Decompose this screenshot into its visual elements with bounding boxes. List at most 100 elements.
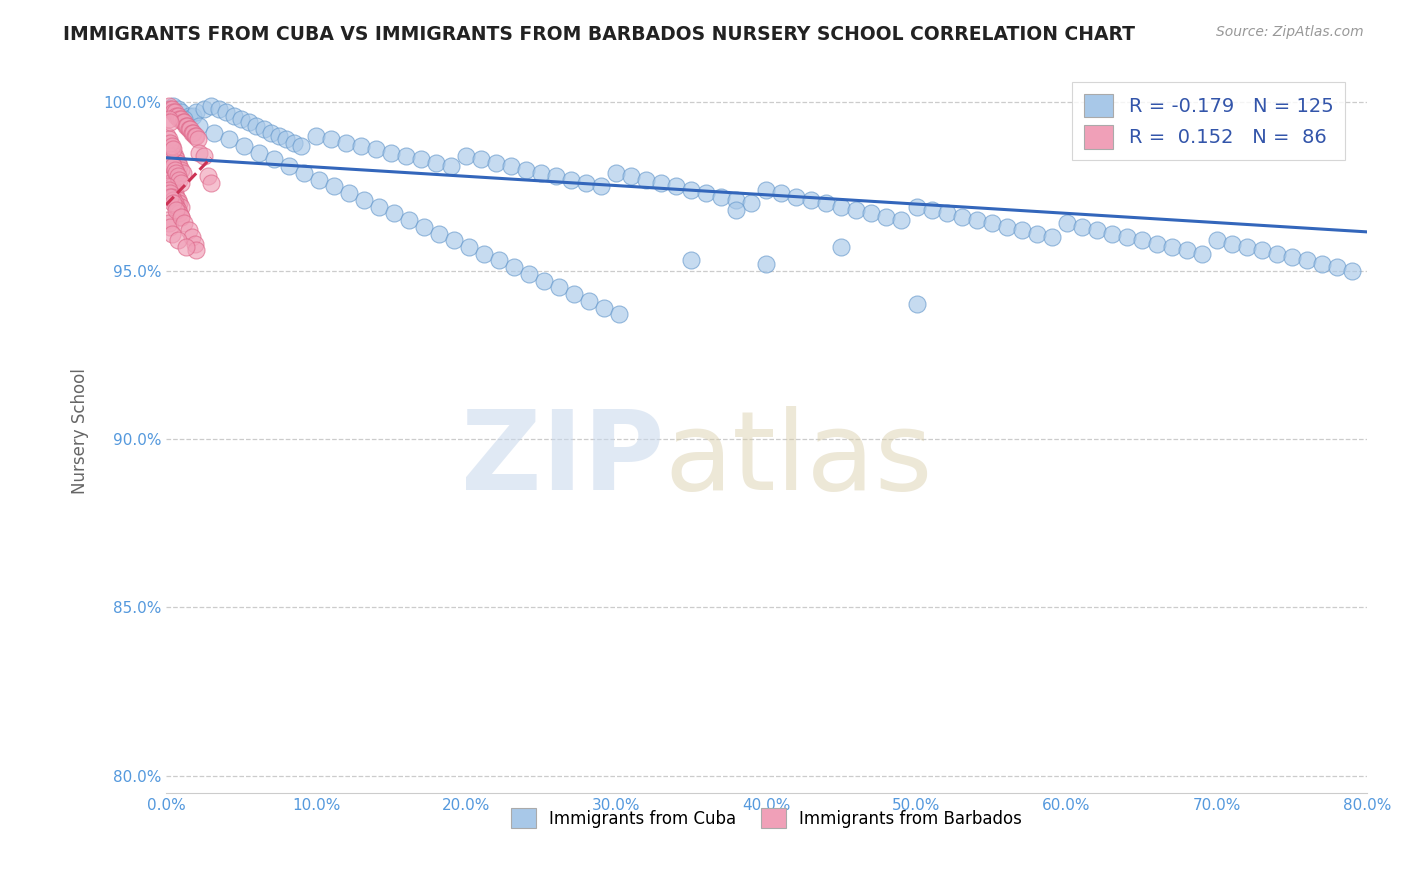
Point (222, 109, 245, 123)
Point (159, 102, 181, 116)
Point (193, 149, 215, 163)
Point (1205, 233, 1227, 247)
Point (180, 126, 202, 140)
Point (197, 169, 219, 184)
Point (166, 202, 188, 217)
Point (260, 126, 283, 140)
Point (921, 202, 943, 217)
Point (159, 176, 181, 190)
Point (323, 179, 346, 194)
Point (170, 112, 193, 126)
Point (188, 119, 211, 133)
Point (160, 156, 183, 170)
Point (620, 169, 643, 184)
Point (167, 169, 190, 184)
Point (1281, 250, 1303, 264)
Point (162, 159, 184, 173)
Point (229, 112, 252, 126)
Point (995, 219, 1018, 234)
Point (382, 206, 405, 220)
Point (157, 172, 180, 186)
Point (305, 128, 328, 143)
Point (163, 196, 186, 211)
Point (290, 139, 312, 153)
Point (179, 122, 201, 136)
Point (177, 109, 200, 123)
Point (169, 112, 191, 126)
Point (252, 122, 274, 136)
Point (157, 112, 180, 126)
Point (966, 213, 988, 227)
Point (162, 183, 184, 197)
Point (665, 179, 688, 194)
Point (785, 189, 807, 203)
Point (1175, 244, 1198, 258)
Point (162, 145, 184, 160)
Point (533, 274, 555, 288)
Point (173, 112, 195, 126)
Point (1085, 223, 1108, 237)
Point (1220, 236, 1243, 251)
Point (1101, 227, 1123, 241)
Point (650, 176, 672, 190)
Point (163, 162, 186, 177)
Point (156, 128, 179, 143)
Point (770, 186, 793, 201)
Point (1130, 233, 1153, 247)
Point (159, 136, 181, 150)
Point (167, 193, 190, 207)
Point (267, 128, 290, 143)
Point (710, 189, 733, 203)
Point (368, 200, 391, 214)
Point (159, 189, 181, 203)
Point (335, 136, 357, 150)
Point (411, 153, 433, 167)
Point (1115, 230, 1137, 244)
Point (157, 136, 180, 150)
Point (162, 196, 184, 211)
Point (174, 240, 197, 254)
Point (170, 162, 193, 177)
Point (157, 183, 180, 197)
Point (278, 159, 301, 173)
Point (170, 105, 193, 120)
Point (181, 109, 204, 123)
Y-axis label: Nursery School: Nursery School (72, 368, 89, 493)
Point (1160, 240, 1182, 254)
Point (263, 153, 285, 167)
Point (283, 136, 305, 150)
Point (160, 139, 183, 153)
Point (395, 149, 418, 163)
Point (159, 139, 181, 153)
Point (183, 236, 205, 251)
Point (167, 233, 190, 247)
Legend: Immigrants from Cuba, Immigrants from Barbados: Immigrants from Cuba, Immigrants from Ba… (503, 801, 1029, 835)
Point (1236, 240, 1258, 254)
Point (193, 102, 215, 116)
Point (1070, 219, 1092, 234)
Text: atlas: atlas (664, 406, 932, 513)
Point (180, 230, 202, 244)
Point (815, 196, 838, 211)
Point (184, 128, 207, 143)
Point (157, 98, 180, 112)
Point (160, 227, 183, 241)
Point (184, 244, 207, 258)
Point (157, 217, 180, 231)
Point (176, 119, 198, 133)
Point (162, 105, 184, 120)
Point (1295, 253, 1317, 268)
Point (980, 217, 1002, 231)
Point (215, 105, 238, 120)
Point (515, 162, 537, 177)
Point (413, 219, 436, 234)
Point (170, 200, 193, 214)
Point (517, 267, 540, 281)
Point (607, 307, 630, 321)
Point (845, 202, 868, 217)
Point (177, 122, 200, 136)
Point (1340, 263, 1362, 277)
Point (1146, 236, 1168, 251)
Point (170, 176, 193, 190)
Point (166, 189, 188, 203)
